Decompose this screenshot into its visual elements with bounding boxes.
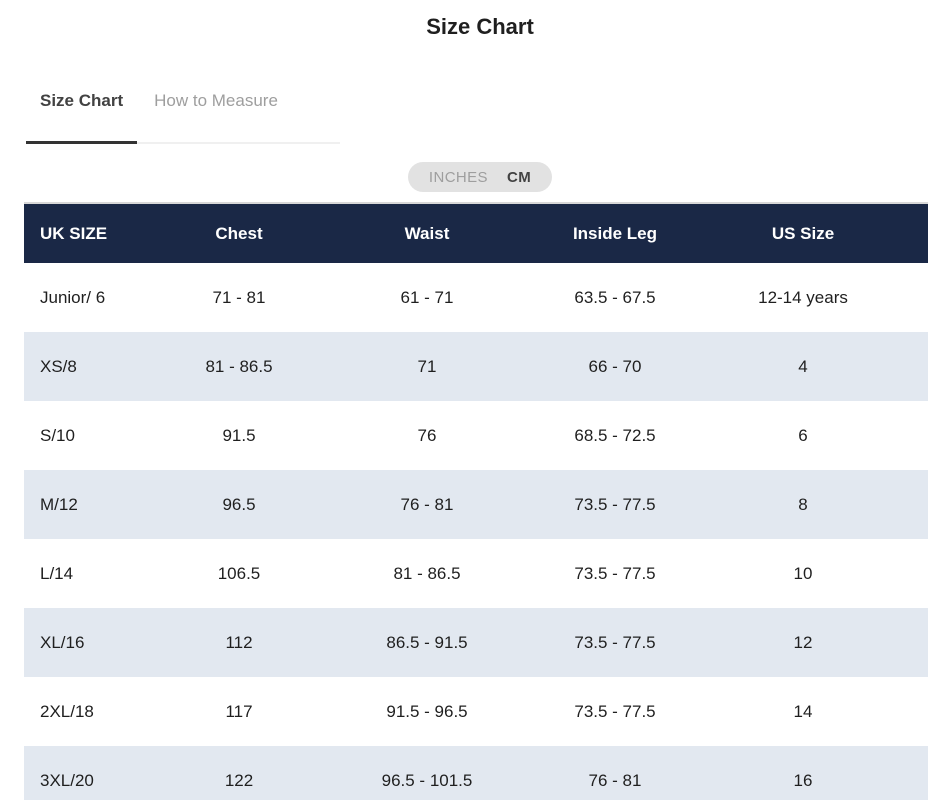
table-row: 3XL/20 122 96.5 - 101.5 76 - 81 16 (24, 746, 928, 800)
table-header-row: UK SIZE Chest Waist Inside Leg US Size (24, 203, 928, 263)
table-cell: 73.5 - 77.5 (521, 677, 709, 746)
unit-toggle-row: INCHES CM (0, 162, 928, 192)
table-row: Junior/ 6 71 - 81 61 - 71 63.5 - 67.5 12-14 … (24, 263, 928, 332)
size-chart-page: Size Chart Size Chart How to Measure INC… (0, 14, 928, 800)
unit-option-cm[interactable]: CM (506, 168, 532, 186)
table-row: XL/16 112 86.5 - 91.5 73.5 - 77.5 12 (24, 608, 928, 677)
tab-size-chart[interactable]: Size Chart (26, 92, 138, 144)
tab-bar: Size Chart How to Measure (26, 92, 340, 144)
table-cell: 6 (709, 401, 928, 470)
table-cell: 96.5 - 101.5 (333, 746, 521, 800)
table-cell: 71 - 81 (145, 263, 333, 332)
table-row: XS/8 81 - 86.5 71 66 - 70 4 (24, 332, 928, 401)
table-body: Junior/ 6 71 - 81 61 - 71 63.5 - 67.5 12-14 … (24, 263, 928, 800)
table-cell: 61 - 71 (333, 263, 521, 332)
unit-option-inches[interactable]: INCHES (428, 168, 488, 186)
table-cell: XL/16 (24, 608, 145, 677)
table-cell: 8 (709, 470, 928, 539)
table-cell: S/10 (24, 401, 145, 470)
table-cell: 96.5 (145, 470, 333, 539)
table-cell: 91.5 (145, 401, 333, 470)
size-chart-table: UK SIZE Chest Waist Inside Leg US Size Junio… (24, 202, 928, 800)
table-row: L/14 106.5 81 - 86.5 73.5 - 77.5 10 (24, 539, 928, 608)
table-cell: 63.5 - 67.5 (521, 263, 709, 332)
table-row: 2XL/18 117 91.5 - 96.5 73.5 - 77.5 14 (24, 677, 928, 746)
table-cell: 106.5 (145, 539, 333, 608)
table-cell: 76 - 81 (333, 470, 521, 539)
table-cell: 73.5 - 77.5 (521, 470, 709, 539)
table-cell: 91.5 - 96.5 (333, 677, 521, 746)
column-header: Inside Leg (521, 203, 709, 263)
table-cell: 122 (145, 746, 333, 800)
table-cell: 81 - 86.5 (145, 332, 333, 401)
table-cell: 73.5 - 77.5 (521, 608, 709, 677)
table-cell: 73.5 - 77.5 (521, 539, 709, 608)
table-cell: 71 (333, 332, 521, 401)
table-cell: 117 (145, 677, 333, 746)
table-header: UK SIZE Chest Waist Inside Leg US Size (24, 203, 928, 263)
table-row: S/10 91.5 76 68.5 - 72.5 6 (24, 401, 928, 470)
table-cell: 81 - 86.5 (333, 539, 521, 608)
table-cell: 66 - 70 (521, 332, 709, 401)
table-cell: 10 (709, 539, 928, 608)
table-cell: 68.5 - 72.5 (521, 401, 709, 470)
tab-how-to-measure[interactable]: How to Measure (154, 91, 278, 110)
table-cell: 76 (333, 401, 521, 470)
column-header: UK SIZE (24, 203, 145, 263)
table-cell: 112 (145, 608, 333, 677)
table-cell: 2XL/18 (24, 677, 145, 746)
column-header: Waist (333, 203, 521, 263)
table-cell: 14 (709, 677, 928, 746)
table-cell: XS/8 (24, 332, 145, 401)
table-row: M/12 96.5 76 - 81 73.5 - 77.5 8 (24, 470, 928, 539)
table-cell: 3XL/20 (24, 746, 145, 800)
table-cell: L/14 (24, 539, 145, 608)
table-cell: 16 (709, 746, 928, 800)
unit-toggle[interactable]: INCHES CM (407, 162, 553, 192)
table-cell: 76 - 81 (521, 746, 709, 800)
column-header: Chest (145, 203, 333, 263)
table-cell: M/12 (24, 470, 145, 539)
table-cell: 86.5 - 91.5 (333, 608, 521, 677)
table-cell: 12 (709, 608, 928, 677)
column-header: US Size (709, 203, 928, 263)
table-cell: Junior/ 6 (24, 263, 145, 332)
page-title: Size Chart (426, 14, 534, 39)
table-cell: 12-14 years (709, 263, 928, 332)
table-cell: 4 (709, 332, 928, 401)
